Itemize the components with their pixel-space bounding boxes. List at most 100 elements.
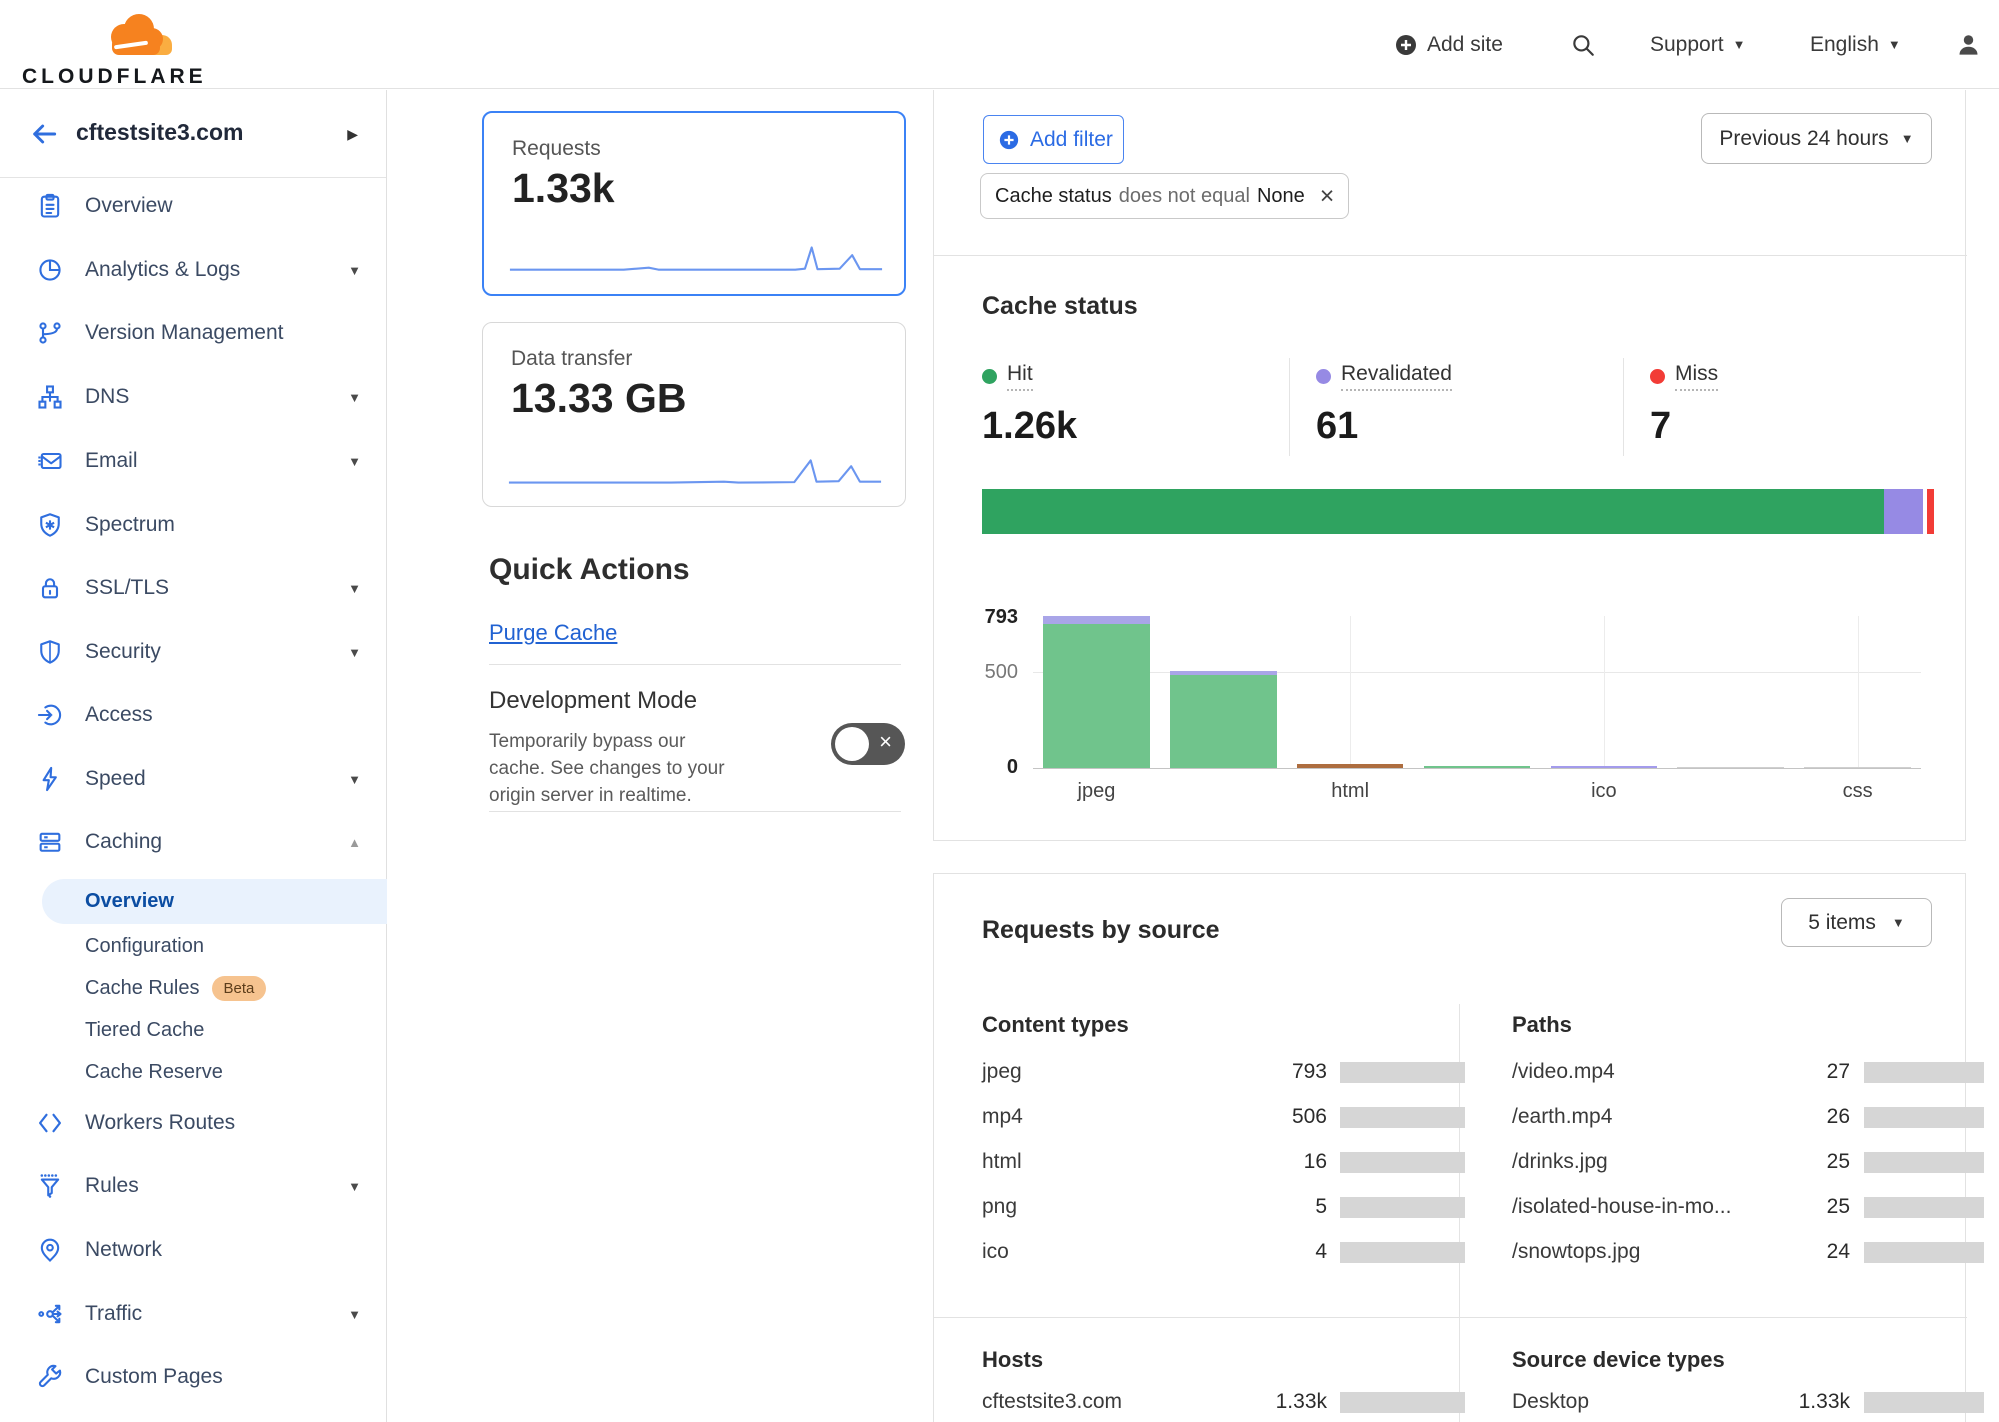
hierarchy-icon xyxy=(38,385,62,409)
bar-mp4[interactable] xyxy=(1170,671,1277,768)
chevron-down-icon: ▼ xyxy=(348,580,361,596)
chevron-right-icon[interactable]: ▶ xyxy=(347,126,358,142)
bar-html[interactable] xyxy=(1296,764,1404,768)
beta-badge: Beta xyxy=(211,975,267,1001)
user-icon xyxy=(1959,35,1978,55)
share-network-icon xyxy=(38,1304,62,1324)
data-transfer-value: 13.33 GB xyxy=(511,375,687,421)
table-row[interactable]: /video.mp4 27 xyxy=(1512,1058,1984,1088)
filter-chip[interactable]: Cache status does not equal None × xyxy=(980,173,1350,219)
lock-icon xyxy=(41,578,59,599)
sidebar-subitem-cache-reserve[interactable]: Cache Reserve xyxy=(85,1060,223,1083)
development-mode-description: Temporarily bypass our cache. See change… xyxy=(489,731,725,806)
sidebar-item-overview[interactable]: Overview xyxy=(0,181,387,231)
sidebar-subitem-cache-rules[interactable]: Cache Rules Beta xyxy=(0,967,387,1009)
hosts-title: Hosts xyxy=(982,1347,1044,1372)
sidebar-item-speed[interactable]: Speed ▼ xyxy=(0,754,387,804)
bar-jpeg[interactable] xyxy=(1043,616,1150,768)
sidebar-item-custom-pages[interactable]: Custom Pages xyxy=(0,1352,387,1402)
sidebar-subitem-caching-overview[interactable]: Overview xyxy=(42,879,387,924)
table-row[interactable]: Desktop 1.33k xyxy=(1512,1388,1984,1418)
bar-mp4-revalidated-cap xyxy=(1170,671,1277,675)
table-row[interactable]: /earth.mp4 26 xyxy=(1512,1103,1984,1133)
search-button[interactable] xyxy=(1570,0,1596,89)
sidebar-subitem-configuration[interactable]: Configuration xyxy=(85,934,204,957)
sidebar-item-dns[interactable]: DNS ▼ xyxy=(0,372,387,422)
sidebar-item-ssl-tls[interactable]: SSL/TLS ▼ xyxy=(0,563,387,613)
divider xyxy=(489,664,901,665)
sidebar-item-version-management[interactable]: Version Management xyxy=(0,308,387,358)
back-arrow-icon[interactable] xyxy=(28,118,60,150)
sidebar-item-caching[interactable]: Caching ▲ xyxy=(0,817,387,867)
requests-by-source-panel: Requests by source 5 items ▼ Content typ… xyxy=(933,873,1984,1422)
cloudflare-logo[interactable]: CLOUDFLARE xyxy=(16,6,203,88)
remove-filter-icon[interactable]: × xyxy=(1319,182,1335,210)
divider xyxy=(934,255,1967,256)
support-menu[interactable]: Support ▼ xyxy=(1650,32,1746,56)
x-axis-labels: jpeg html ico css xyxy=(1033,780,1921,803)
sidebar-subitem-tiered-cache[interactable]: Tiered Cache xyxy=(85,1018,205,1041)
sidebar-item-rules[interactable]: Rules ▼ xyxy=(0,1161,387,1211)
sidebar-item-access[interactable]: Access xyxy=(0,690,387,740)
divider xyxy=(489,811,901,812)
top-header: CLOUDFLARE Add site Support ▼ English ▼ xyxy=(0,0,1999,89)
bar-css[interactable] xyxy=(1804,767,1911,768)
sidebar-item-network[interactable]: Network xyxy=(0,1225,387,1275)
table-row[interactable]: jpeg 793 xyxy=(982,1058,1465,1088)
plus-circle-icon xyxy=(1396,34,1416,55)
chevron-down-icon: ▼ xyxy=(348,262,361,278)
table-row[interactable]: html 16 xyxy=(982,1148,1465,1178)
table-row[interactable]: /drinks.jpg 25 xyxy=(1512,1148,1984,1178)
chevron-down-icon: ▼ xyxy=(1732,37,1746,52)
bar-ico[interactable] xyxy=(1550,766,1658,768)
time-range-dropdown[interactable]: Previous 24 hours ▼ xyxy=(1701,113,1932,164)
cache-status-panel: Add filter Cache status does not equal N… xyxy=(933,90,1967,841)
miss-stat: Miss 7 xyxy=(1650,362,1719,447)
requests-value: 1.33k xyxy=(512,165,615,211)
table-row[interactable]: cftestsite3.com 1.33k xyxy=(982,1388,1465,1418)
chevron-down-icon: ▼ xyxy=(1887,37,1901,52)
funnel-icon xyxy=(40,1174,60,1198)
requests-metric-card[interactable]: Requests 1.33k xyxy=(482,111,906,296)
source-device-types-title: Source device types xyxy=(1512,1347,1725,1372)
chevron-down-icon: ▼ xyxy=(348,1178,361,1194)
development-mode-title: Development Mode xyxy=(489,687,698,714)
bar-other[interactable] xyxy=(1677,767,1785,768)
plus-circle-icon xyxy=(999,130,1019,149)
gridline-vertical xyxy=(1603,616,1605,768)
requests-sparkline xyxy=(509,246,883,271)
gridline-vertical xyxy=(1350,616,1352,768)
clipboard-icon xyxy=(40,193,60,218)
table-row[interactable]: ico 4 xyxy=(982,1238,1465,1268)
site-header: cftestsite3.com ▶ xyxy=(0,90,386,178)
cloudflare-cloud-icon xyxy=(111,14,172,55)
sidebar-item-workers-routes[interactable]: Workers Routes xyxy=(0,1098,387,1148)
sidebar-item-spectrum[interactable]: Spectrum xyxy=(0,500,387,550)
add-site-button[interactable]: Add site xyxy=(1394,0,1503,89)
bar-jpeg-revalidated-cap xyxy=(1043,616,1150,624)
miss-value: 7 xyxy=(1650,405,1672,447)
content-types-title: Content types xyxy=(982,1012,1129,1037)
add-filter-button[interactable]: Add filter xyxy=(983,115,1124,164)
toggle-off-x-icon: × xyxy=(879,729,892,754)
xtick-jpeg: jpeg xyxy=(1077,780,1116,802)
revalidated-dot xyxy=(1316,369,1331,384)
table-row[interactable]: /snowtops.jpg 24 xyxy=(1512,1238,1984,1268)
language-menu[interactable]: English ▼ xyxy=(1810,32,1901,56)
cloudflare-wordmark: CLOUDFLARE xyxy=(22,65,207,88)
table-row[interactable]: png 5 xyxy=(982,1193,1465,1223)
sidebar-item-analytics-logs[interactable]: Analytics & Logs ▼ xyxy=(0,245,387,295)
sidebar-item-security[interactable]: Security ▼ xyxy=(0,627,387,677)
sidebar-item-traffic[interactable]: Traffic ▼ xyxy=(0,1289,387,1339)
items-count-dropdown[interactable]: 5 items ▼ xyxy=(1781,898,1932,947)
user-account-button[interactable] xyxy=(1955,0,1982,89)
development-mode-toggle[interactable]: × xyxy=(831,723,905,765)
sidebar-item-email[interactable]: Email ▼ xyxy=(0,436,387,486)
table-row[interactable]: /isolated-house-in-mo... 25 xyxy=(1512,1193,1984,1223)
data-transfer-metric-card[interactable]: Data transfer 13.33 GB xyxy=(482,322,906,507)
bar-png[interactable] xyxy=(1423,766,1531,768)
table-row[interactable]: mp4 506 xyxy=(982,1103,1465,1133)
miss-dot xyxy=(1650,369,1665,384)
divider xyxy=(1623,358,1624,456)
purge-cache-link[interactable]: Purge Cache xyxy=(489,620,618,645)
